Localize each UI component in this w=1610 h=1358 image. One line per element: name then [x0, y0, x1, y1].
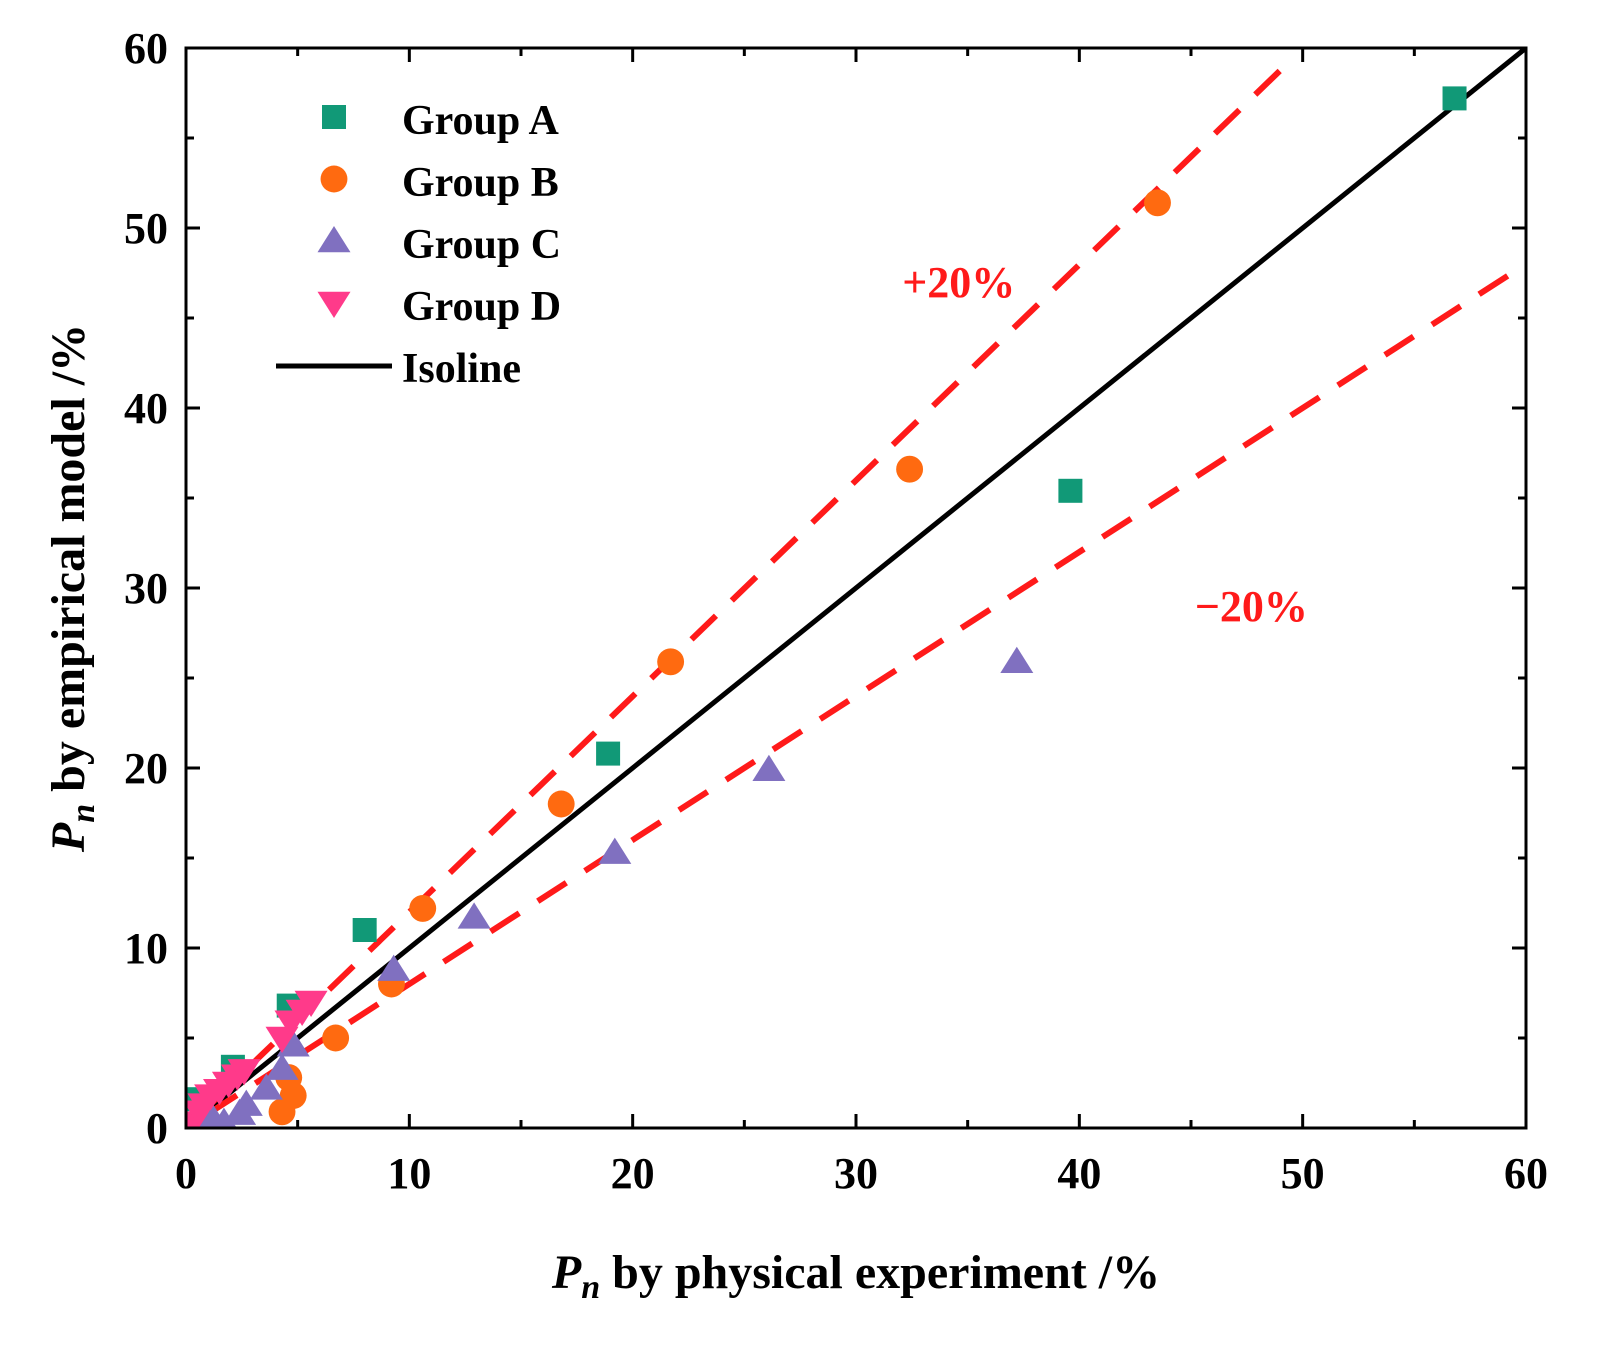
point-group-b-9 — [1144, 189, 1171, 217]
x-axis-label: Pn by physical experiment /% — [551, 1246, 1160, 1306]
legend-label-group-a: Group A — [402, 98, 559, 144]
point-group-a-4 — [596, 741, 621, 766]
point-group-a-3 — [352, 918, 377, 942]
line-20-minus — [206, 261, 1526, 1117]
point-group-b-3 — [322, 1024, 350, 1052]
line-isoline — [206, 48, 1526, 1112]
legend-item-isoline: Isoline — [276, 346, 521, 392]
x-tick-label-0: 0 — [175, 1149, 197, 1198]
legend-swatch-group-b — [320, 165, 348, 193]
legend-label-isoline: Isoline — [402, 346, 521, 392]
y-tick-label-20: 20 — [124, 744, 168, 793]
series-group-d — [186, 990, 328, 1128]
series-group-c — [197, 646, 1034, 1128]
point-group-a-5 — [1058, 478, 1083, 503]
point-group-d-11 — [294, 990, 328, 1017]
labels-layer: 0 10 20 30 40 50 60 0 10 20 30 40 50 60 Pn by physical… — [42, 24, 1548, 1306]
legend-swatch-group-d — [317, 291, 351, 318]
point-group-c-3 — [229, 1089, 263, 1116]
point-group-a-6 — [1442, 86, 1467, 111]
point-group-b-7 — [657, 648, 685, 676]
point-group-d-7 — [227, 1059, 261, 1086]
plot-layer — [186, 48, 1526, 1128]
series-group-a — [186, 86, 1467, 1112]
ticks-layer — [184, 46, 1528, 1130]
y-tick-label-0: 0 — [146, 1104, 168, 1153]
legend-item-group-b: Group B — [320, 160, 559, 206]
point-group-c-5 — [265, 1053, 299, 1080]
point-group-c-10 — [752, 754, 786, 782]
y-tick-label-50: 50 — [124, 204, 168, 253]
legend-label-group-b: Group B — [402, 160, 559, 206]
x-tick-label-50: 50 — [1281, 1149, 1325, 1198]
legend-label-group-c: Group C — [402, 222, 561, 268]
series-group-b — [268, 189, 1171, 1126]
legend-item-group-c: Group C — [317, 222, 561, 268]
point-group-b-8 — [896, 455, 924, 483]
legend: Group A Group B Group C Group D Isoline — [276, 98, 561, 392]
x-tick-label-20: 20 — [611, 1149, 655, 1198]
line-20-plus — [206, 63, 1287, 1109]
point-group-c-7 — [377, 954, 411, 981]
y-tick-label-30: 30 — [124, 564, 168, 613]
point-group-c-4 — [249, 1073, 283, 1100]
legend-swatch-group-a — [322, 105, 346, 129]
annotation-minus-20: −20% — [1195, 582, 1308, 631]
y-tick-label-60: 60 — [124, 24, 168, 73]
legend-item-group-a: Group A — [322, 98, 559, 144]
point-group-c-9 — [598, 837, 632, 864]
x-tick-label-60: 60 — [1504, 1149, 1548, 1198]
annotation-plus-20: +20% — [902, 258, 1015, 307]
x-tick-label-10: 10 — [387, 1149, 431, 1198]
point-group-b-6 — [547, 790, 575, 818]
y-tick-label-40: 40 — [124, 384, 168, 433]
y-tick-label-10: 10 — [124, 924, 168, 973]
legend-item-group-d: Group D — [317, 284, 561, 330]
point-group-c-6 — [276, 1030, 310, 1057]
legend-swatch-group-c — [317, 226, 351, 253]
x-tick-label-30: 30 — [834, 1149, 878, 1198]
point-group-b-5 — [409, 894, 437, 922]
legend-label-group-d: Group D — [402, 284, 561, 330]
x-tick-label-40: 40 — [1057, 1149, 1101, 1198]
point-group-c-8 — [457, 902, 491, 929]
y-axis-label: Pn by empirical model /% — [42, 324, 102, 853]
point-group-c-11 — [1000, 646, 1034, 674]
